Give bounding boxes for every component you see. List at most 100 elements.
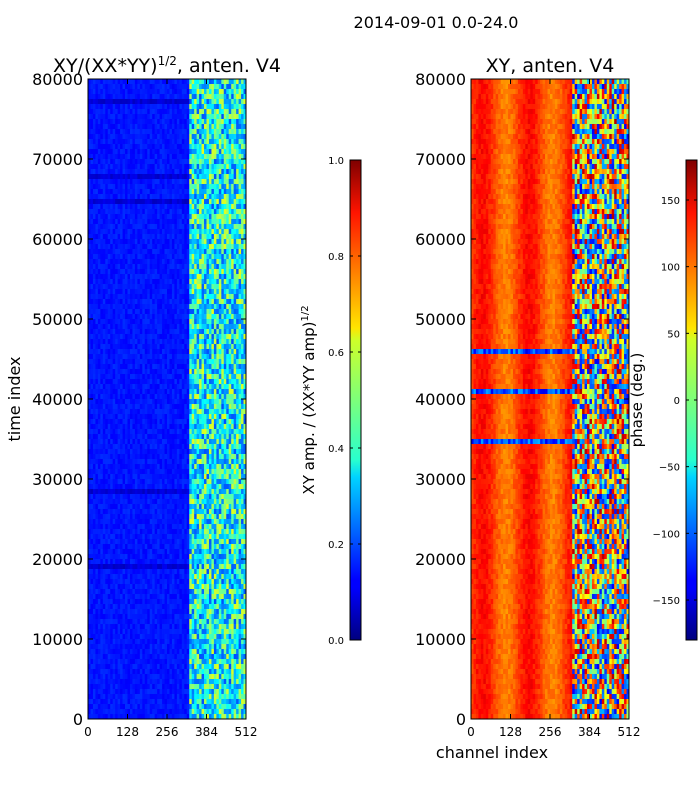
heatmap-cell bbox=[157, 119, 160, 125]
heatmap-cell bbox=[100, 139, 104, 145]
heatmap-cell bbox=[228, 269, 232, 275]
heatmap-cell bbox=[149, 134, 153, 140]
heatmap-cell bbox=[95, 424, 99, 430]
heatmap-cell bbox=[154, 454, 158, 460]
heatmap-cell bbox=[132, 384, 136, 390]
heatmap-cell bbox=[102, 454, 106, 460]
heatmap-cell bbox=[196, 194, 200, 200]
heatmap-cell bbox=[169, 349, 173, 355]
heatmap-cell bbox=[159, 199, 163, 205]
heatmap-cell bbox=[90, 289, 94, 295]
heatmap-cell bbox=[117, 339, 121, 345]
heatmap-cell bbox=[112, 414, 116, 420]
heatmap-cell bbox=[241, 124, 244, 130]
heatmap-cell bbox=[164, 264, 168, 270]
heatmap-cell bbox=[213, 154, 217, 160]
heatmap-cell bbox=[189, 309, 193, 315]
heatmap-cell bbox=[184, 404, 188, 410]
heatmap-cell bbox=[110, 194, 114, 200]
heatmap-cell bbox=[95, 324, 99, 330]
heatmap-cell bbox=[169, 304, 173, 310]
heatmap-cell bbox=[169, 204, 173, 210]
heatmap-cell bbox=[105, 389, 109, 395]
heatmap-cell bbox=[120, 289, 123, 295]
heatmap-cell bbox=[206, 219, 210, 225]
heatmap-cell bbox=[134, 389, 138, 395]
heatmap-cell bbox=[238, 329, 242, 335]
heatmap-cell bbox=[164, 399, 168, 405]
heatmap-cell bbox=[88, 119, 91, 125]
heatmap-cell bbox=[233, 239, 237, 245]
heatmap-cell bbox=[120, 414, 123, 420]
heatmap-cell bbox=[120, 379, 123, 385]
heatmap-cell bbox=[236, 464, 239, 470]
heatmap-cell bbox=[226, 459, 230, 465]
heatmap-cell bbox=[231, 274, 235, 280]
heatmap-cell bbox=[122, 349, 126, 355]
heatmap-cell bbox=[196, 414, 200, 420]
heatmap-cell bbox=[226, 119, 230, 125]
heatmap-cell bbox=[100, 94, 104, 100]
heatmap-cell bbox=[199, 354, 202, 360]
heatmap-cell bbox=[134, 449, 138, 455]
heatmap-cell bbox=[223, 269, 227, 275]
heatmap-cell bbox=[174, 79, 178, 85]
heatmap-cell bbox=[149, 394, 153, 400]
heatmap-cell bbox=[243, 239, 246, 245]
heatmap-cell bbox=[186, 314, 190, 320]
heatmap-cell bbox=[176, 374, 180, 380]
heatmap-cell bbox=[129, 314, 133, 320]
heatmap-cell bbox=[90, 319, 94, 325]
heatmap-cell bbox=[213, 274, 217, 280]
heatmap-cell bbox=[213, 229, 217, 235]
heatmap-cell bbox=[162, 324, 165, 330]
heatmap-cell bbox=[142, 279, 146, 285]
heatmap-cell bbox=[149, 324, 153, 330]
heatmap-cell bbox=[241, 84, 244, 90]
heatmap-cell bbox=[105, 259, 109, 265]
heatmap-cell bbox=[107, 349, 111, 355]
heatmap-cell bbox=[125, 364, 128, 370]
heatmap-cell bbox=[174, 119, 178, 125]
heatmap-cell bbox=[221, 284, 225, 290]
heatmap-cell bbox=[194, 134, 198, 140]
heatmap-cell bbox=[102, 389, 106, 395]
heatmap-cell bbox=[236, 339, 239, 345]
heatmap-cell bbox=[127, 129, 131, 135]
heatmap-cell bbox=[92, 104, 96, 110]
heatmap-cell bbox=[228, 124, 232, 130]
heatmap-cell bbox=[88, 369, 91, 375]
heatmap-cell bbox=[117, 439, 121, 445]
heatmap-cell bbox=[241, 119, 244, 125]
heatmap-cell bbox=[152, 344, 156, 350]
heatmap-cell bbox=[132, 419, 136, 425]
heatmap-cell bbox=[144, 174, 148, 180]
heatmap-cell bbox=[176, 219, 180, 225]
heatmap-cell bbox=[132, 219, 136, 225]
heatmap-cell bbox=[194, 254, 198, 260]
heatmap-cell bbox=[174, 124, 178, 130]
heatmap-cell bbox=[107, 429, 111, 435]
heatmap-cell bbox=[204, 209, 207, 215]
heatmap-cell bbox=[189, 289, 193, 295]
heatmap-cell bbox=[152, 359, 156, 365]
heatmap-cell bbox=[127, 109, 131, 115]
heatmap-cell bbox=[112, 174, 116, 180]
heatmap-cell bbox=[112, 444, 116, 450]
heatmap-cell bbox=[139, 344, 143, 350]
heatmap-cell bbox=[149, 389, 153, 395]
heatmap-cell bbox=[100, 334, 104, 340]
heatmap-cell bbox=[194, 424, 198, 430]
heatmap-cell bbox=[204, 169, 207, 175]
heatmap-cell bbox=[171, 204, 175, 210]
heatmap-cell bbox=[201, 109, 205, 115]
heatmap-cell bbox=[110, 344, 114, 350]
heatmap-cell bbox=[204, 309, 207, 315]
heatmap-cell bbox=[90, 384, 94, 390]
heatmap-cell bbox=[184, 294, 188, 300]
heatmap-cell bbox=[125, 309, 128, 315]
heatmap-cell bbox=[110, 304, 114, 310]
heatmap-cell bbox=[181, 374, 185, 380]
heatmap-cell bbox=[233, 259, 237, 265]
heatmap-cell bbox=[100, 224, 104, 230]
